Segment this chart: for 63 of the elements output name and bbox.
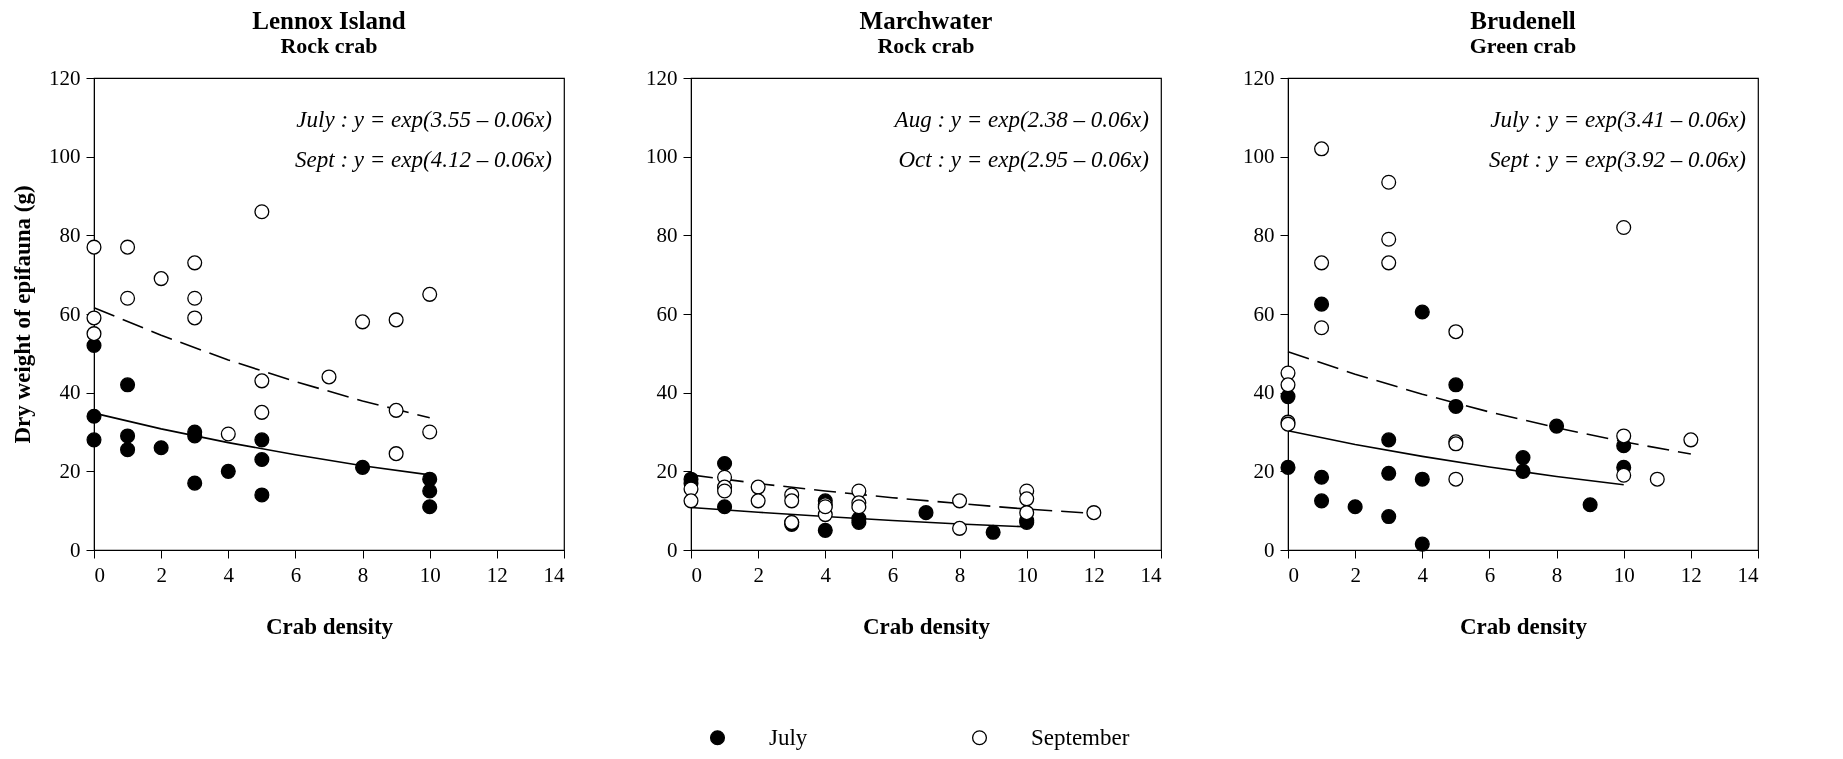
x-tick-label: 4 [223, 562, 235, 587]
annotation: Aug : y = exp(2.38 – 0.06x) [892, 107, 1149, 132]
y-tick-label: 40 [656, 380, 678, 405]
chart-subtitle: Rock crab [280, 33, 378, 58]
y-tick-label: 80 [59, 222, 81, 247]
chart-title: Brudenell [1470, 7, 1576, 34]
x-axis-title: Crab density [862, 613, 991, 639]
y-tick-label: 120 [49, 65, 81, 90]
x-tick-label: 0 [94, 562, 105, 587]
chart-title: Marchwater [859, 7, 993, 34]
x-tick-label: 10 [1016, 562, 1038, 587]
y-tick-label: 120 [646, 65, 678, 90]
y-tick-label: 80 [656, 222, 678, 247]
x-axis-title: Crab density [1459, 613, 1588, 639]
x-axis-title: Crab density [265, 613, 394, 639]
y-tick-label: 100 [1243, 144, 1275, 169]
annotation: July : y = exp(3.41 – 0.06x) [1490, 107, 1746, 132]
y-axis-title: Dry weight of epifauna (g) [10, 185, 35, 444]
x-tick-label: 4 [1417, 562, 1429, 587]
x-tick-label: 6 [1484, 562, 1496, 587]
annotation: July : y = exp(3.55 – 0.06x) [296, 107, 552, 132]
annotation: Oct : y = exp(2.95 – 0.06x) [898, 147, 1149, 172]
y-tick-label: 60 [1253, 301, 1275, 326]
y-tick-label: 20 [59, 458, 81, 483]
y-tick-label: 40 [1253, 380, 1275, 405]
x-tick-label: 12 [1083, 562, 1105, 587]
x-tick-label: 6 [887, 562, 899, 587]
x-tick-label: 0 [691, 562, 702, 587]
x-tick-label: 8 [1551, 562, 1563, 587]
y-tick-label: 100 [49, 144, 81, 169]
y-tick-label: 60 [656, 301, 678, 326]
x-tick-label: 4 [820, 562, 832, 587]
y-tick-label: 0 [667, 537, 678, 562]
chart-subtitle: Rock crab [877, 33, 975, 58]
annotation: Sept : y = exp(4.12 – 0.06x) [295, 147, 552, 172]
y-tick-label: 0 [1264, 537, 1275, 562]
x-tick-label: 2 [1350, 562, 1361, 587]
legend-label: July [769, 724, 808, 750]
legend-label: September [1031, 724, 1130, 750]
y-tick-label: 60 [59, 301, 81, 326]
x-tick-label: 2 [753, 562, 764, 587]
chart-title: Lennox Island [252, 7, 406, 34]
y-tick-label: 20 [656, 458, 678, 483]
x-tick-label: 14 [1140, 562, 1162, 587]
y-tick-label: 120 [1243, 65, 1275, 90]
y-tick-label: 80 [1253, 222, 1275, 247]
x-tick-label: 12 [486, 562, 508, 587]
chart-subtitle: Green crab [1469, 33, 1577, 58]
x-tick-label: 14 [543, 562, 565, 587]
x-tick-label: 10 [1613, 562, 1635, 587]
x-tick-label: 12 [1680, 562, 1702, 587]
x-tick-label: 8 [954, 562, 966, 587]
x-tick-label: 14 [1737, 562, 1759, 587]
annotation: Sept : y = exp(3.92 – 0.06x) [1489, 147, 1746, 172]
x-tick-label: 2 [156, 562, 167, 587]
y-tick-label: 20 [1253, 458, 1275, 483]
x-tick-label: 8 [357, 562, 369, 587]
y-tick-label: 0 [70, 537, 81, 562]
x-tick-label: 10 [419, 562, 441, 587]
y-tick-label: 100 [646, 144, 678, 169]
x-tick-label: 0 [1288, 562, 1299, 587]
y-tick-label: 40 [59, 380, 81, 405]
x-tick-label: 6 [290, 562, 302, 587]
